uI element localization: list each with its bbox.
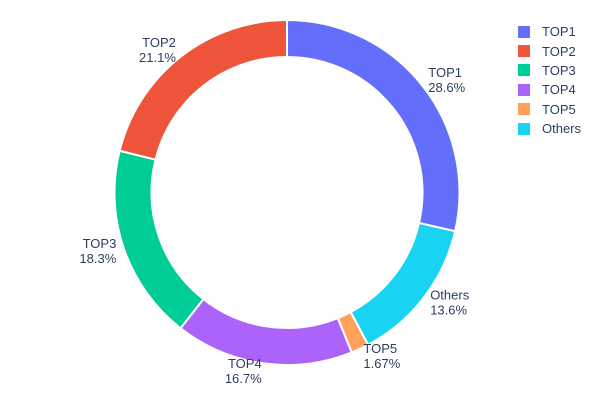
legend-swatch-top4 <box>518 83 530 96</box>
legend-swatch-top5 <box>518 103 530 116</box>
legend-item-top1[interactable]: TOP1 <box>518 22 581 41</box>
legend-label: TOP4 <box>542 82 576 98</box>
legend-swatch-others <box>518 122 530 135</box>
legend-swatch-top2 <box>518 45 530 58</box>
legend: TOP1 TOP2 TOP3 TOP4 TOP5 Others <box>518 22 581 138</box>
slice-percent-top1: 28.6% <box>428 80 465 95</box>
legend-label: TOP1 <box>542 24 576 40</box>
slice-name-top4: TOP4 <box>228 356 262 371</box>
slice-percent-top4: 16.7% <box>225 371 262 386</box>
pie-slice-top4[interactable] <box>179 298 353 366</box>
legend-label: Others <box>542 121 582 137</box>
slice-percent-top3: 18.3% <box>79 251 116 266</box>
slice-name-top2: TOP2 <box>142 35 176 50</box>
legend-item-top2[interactable]: TOP2 <box>518 41 581 60</box>
pie-slice-top2[interactable] <box>118 19 288 161</box>
pie-slice-others[interactable] <box>349 221 457 346</box>
legend-item-top5[interactable]: TOP5 <box>518 100 581 119</box>
slice-percent-top5: 1.67% <box>363 356 400 371</box>
slice-name-top3: TOP3 <box>83 236 117 251</box>
pie-slice-top1[interactable] <box>286 19 461 233</box>
legend-swatch-top3 <box>518 64 530 77</box>
legend-label: TOP5 <box>542 101 576 117</box>
slice-name-others: Others <box>430 287 470 302</box>
legend-label: TOP2 <box>542 43 576 59</box>
slice-name-top1: TOP1 <box>428 65 462 80</box>
pie-slice-top3[interactable] <box>113 149 205 330</box>
legend-item-others[interactable]: Others <box>518 119 581 138</box>
slice-name-top5: TOP5 <box>363 341 397 356</box>
legend-item-top3[interactable]: TOP3 <box>518 61 581 80</box>
slice-percent-top2: 21.1% <box>139 50 176 65</box>
slice-percent-others: 13.6% <box>430 302 467 317</box>
legend-swatch-top1 <box>518 25 530 38</box>
legend-label: TOP3 <box>542 62 576 78</box>
legend-item-top4[interactable]: TOP4 <box>518 80 581 99</box>
